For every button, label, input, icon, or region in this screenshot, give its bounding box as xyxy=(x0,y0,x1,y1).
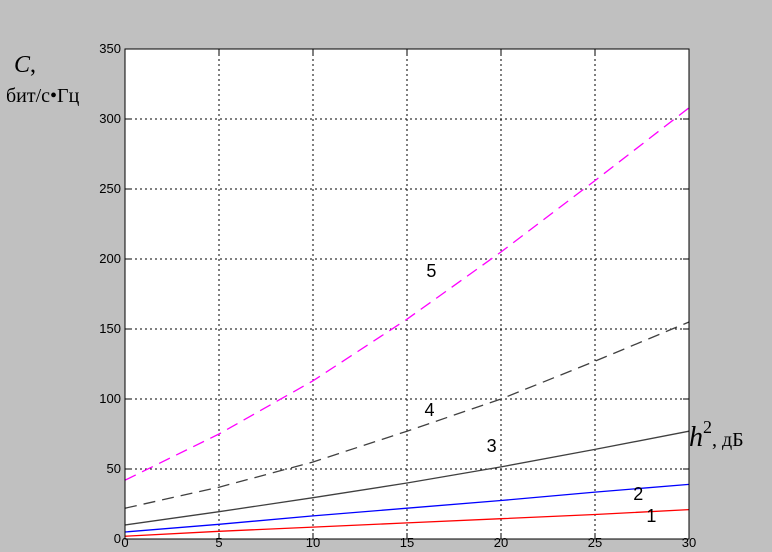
y-axis-comma: , xyxy=(30,52,36,78)
series-line-2 xyxy=(124,483,690,533)
y-tick-label: 100 xyxy=(99,391,121,406)
svg-text:C,: C, xyxy=(14,52,36,78)
x-tick-label: 5 xyxy=(215,535,222,550)
series-line-1 xyxy=(124,508,690,537)
x-tick-label: 10 xyxy=(306,535,320,550)
curve-labels: 12 3 4 5 xyxy=(425,261,657,526)
y-tick-label: 150 xyxy=(99,321,121,336)
series-line-3 xyxy=(124,430,690,526)
series-layer xyxy=(124,107,690,537)
y-axis-label: C, бит/с•Гц xyxy=(6,52,80,107)
x-axis-superscript: 2 xyxy=(703,417,712,437)
y-tick-label: 200 xyxy=(99,251,121,266)
x-tick-label: 30 xyxy=(682,535,696,550)
x-axis-label: h2, дБ xyxy=(689,417,744,453)
svg-text:h2, дБ: h2, дБ xyxy=(689,417,744,453)
y-tick-label: 50 xyxy=(107,461,121,476)
series-line-4 xyxy=(124,321,690,509)
x-tick-label: 25 xyxy=(588,535,602,550)
y-tick-label: 0 xyxy=(114,531,121,546)
grid xyxy=(125,49,689,539)
series-label-1: 1 xyxy=(646,506,656,526)
x-axis-symbol: h xyxy=(689,422,703,453)
y-tick-label: 300 xyxy=(99,111,121,126)
y-axis-unit: бит/с•Гц xyxy=(6,85,80,107)
x-tick-label: 0 xyxy=(121,535,128,550)
series-label-3: 3 xyxy=(487,436,497,456)
series-label-5: 5 xyxy=(426,261,436,281)
series-label-4: 4 xyxy=(425,400,435,420)
x-axis-unit: , дБ xyxy=(712,429,744,451)
x-tick-label: 15 xyxy=(400,535,414,550)
y-tick-label: 250 xyxy=(99,181,121,196)
series-line-5 xyxy=(124,107,690,481)
y-axis-symbol: C xyxy=(14,52,31,78)
y-tick-label: 350 xyxy=(99,41,121,56)
x-tick-label: 20 xyxy=(494,535,508,550)
series-label-2: 2 xyxy=(633,484,643,504)
